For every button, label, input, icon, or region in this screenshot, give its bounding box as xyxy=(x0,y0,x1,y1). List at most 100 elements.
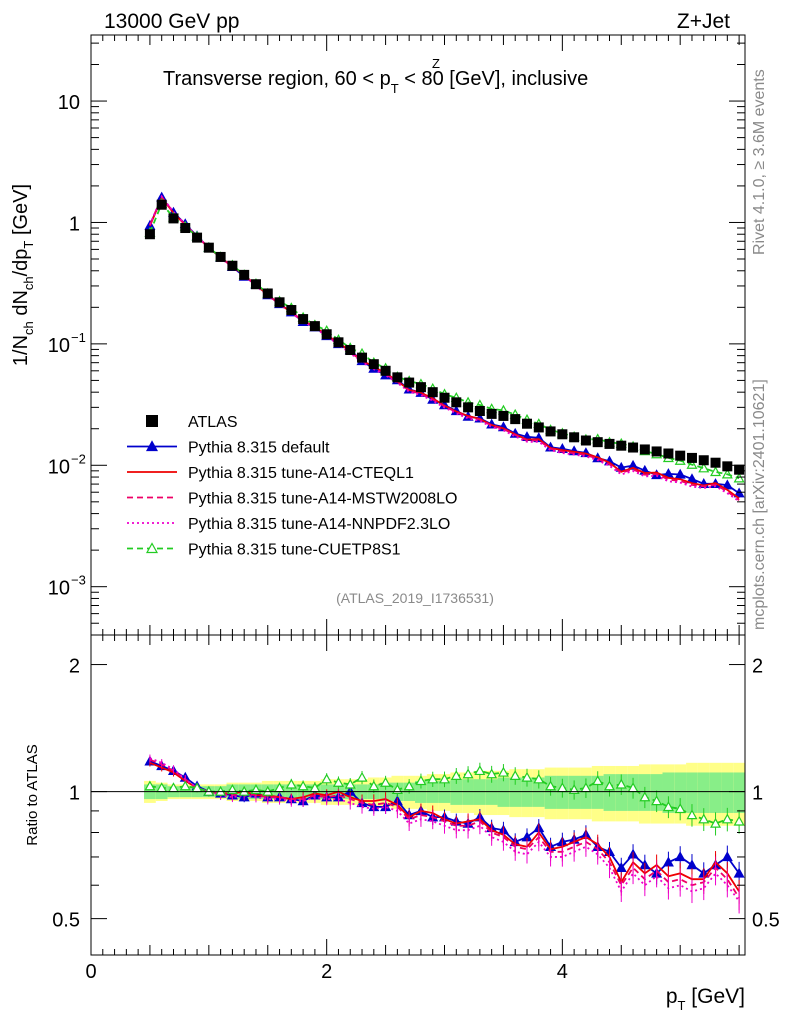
y-ratio-tick-label: 2 xyxy=(69,656,80,678)
ratio-point-cuetp8s1 xyxy=(615,778,627,789)
ratio-point-cuetp8s1 xyxy=(285,778,297,789)
atlas-point xyxy=(439,392,450,403)
ratio-band-inner xyxy=(686,772,698,813)
ratio-band-inner xyxy=(509,777,522,807)
ratio-band-inner xyxy=(674,772,687,813)
ratio-band-inner xyxy=(733,772,745,813)
atlas-point xyxy=(286,305,297,316)
mcplots-label: mcplots.cern.ch [arXiv:2401.10621] xyxy=(751,379,768,630)
atlas-point xyxy=(628,442,639,453)
atlas-point xyxy=(639,444,650,455)
atlas-point xyxy=(557,429,568,440)
ratio-point-cuetp8s1 xyxy=(450,770,462,780)
ratio-point-cuetp8s1 xyxy=(674,803,686,814)
y-ratio-tick-label: 1 xyxy=(69,783,80,805)
atlas-point xyxy=(686,452,697,463)
y-axis-label-main-text: 1/Nch dNch/dpT [GeV] xyxy=(10,184,36,366)
atlas-point xyxy=(333,337,344,348)
ratio-point-default xyxy=(674,851,686,862)
atlas-point xyxy=(451,397,462,408)
ratio-band-inner xyxy=(497,777,510,807)
legend-triangle-default xyxy=(145,440,159,452)
ratio-point-cuetp8s1 xyxy=(380,776,392,787)
y-main-tick-label: 1 xyxy=(69,213,80,235)
y-ratio-tick-label-right: 0.5 xyxy=(752,910,780,932)
ratio-point-cuetp8s1 xyxy=(603,780,616,791)
plot-title-post: < 80 [GeV], inclusive xyxy=(399,68,589,90)
axes-frames xyxy=(90,34,746,956)
ratio-point-cuetp8s1 xyxy=(474,765,486,776)
main-point-cuetp8s1 xyxy=(698,462,710,473)
atlas-point xyxy=(651,446,662,457)
ratio-point-cuetp8s1 xyxy=(733,815,745,826)
main-point-default xyxy=(721,479,733,490)
atlas-point xyxy=(569,432,580,443)
ratio-point-cuetp8s1 xyxy=(415,775,427,786)
ratio-point-cuetp8s1 xyxy=(344,778,356,789)
atlas-point xyxy=(357,352,368,363)
x-tick-label: 4 xyxy=(557,961,568,983)
atlas-point xyxy=(675,450,686,461)
atlas-point xyxy=(250,279,261,290)
legend-symbol-atlas xyxy=(146,415,158,427)
y-axis-label-ratio: Ratio to ATLAS xyxy=(24,744,41,845)
atlas-point xyxy=(321,329,332,340)
ratio-series-layer xyxy=(144,754,745,914)
atlas-point xyxy=(203,242,214,253)
atlas-point xyxy=(427,387,438,398)
ratio-point-cuetp8s1 xyxy=(144,780,156,791)
atlas-point xyxy=(380,365,391,376)
atlas-point xyxy=(486,408,497,419)
ratio-point-cuetp8s1 xyxy=(497,766,509,777)
ratio-point-cuetp8s1 xyxy=(427,773,439,784)
legend-triangle-cuetp8s1 xyxy=(145,542,159,554)
ratio-point-cuetp8s1 xyxy=(639,791,651,802)
atlas-point xyxy=(498,410,509,421)
atlas-point xyxy=(710,457,721,468)
atlas-point xyxy=(180,223,191,234)
atlas-point xyxy=(239,269,250,280)
atlas-point xyxy=(274,297,285,308)
x-axis-label: pT [GeV] xyxy=(666,985,745,1013)
x-tick-label: 0 xyxy=(85,961,96,983)
atlas-point xyxy=(368,359,379,370)
atlas-point xyxy=(227,260,238,271)
ratio-point-cuetp8s1 xyxy=(179,780,191,791)
atlas-point xyxy=(510,414,521,425)
y-axis-label-main: 1/Nch dNch/dpT [GeV] xyxy=(10,184,36,366)
ratio-point-cuetp8s1 xyxy=(368,780,380,791)
ratio-point-cuetp8s1 xyxy=(686,809,698,820)
ratio-point-default xyxy=(721,851,733,862)
atlas-point xyxy=(298,314,309,325)
atlas-point xyxy=(722,461,733,472)
ratio-point-default xyxy=(615,862,627,872)
y-main-tick-label: 10 xyxy=(48,335,70,357)
ratio-point-cuetp8s1 xyxy=(721,813,733,824)
atlas-point xyxy=(604,438,615,449)
ratio-point-cuetp8s1 xyxy=(356,771,368,782)
atlas-point xyxy=(616,440,627,451)
main-point-cuetp8s1 xyxy=(733,472,745,483)
plot-title: Transverse region, 60 < pT < 80 [GeV], i… xyxy=(163,68,588,96)
atlas-point xyxy=(144,229,155,240)
legend-label: Pythia 8.315 tune-CUETP8S1 xyxy=(188,542,401,559)
ratio-point-cuetp8s1 xyxy=(533,773,545,784)
plot-title-sup: Z xyxy=(432,56,440,71)
y-main-tick-exp: −2 xyxy=(71,451,86,466)
ratio-band-inner xyxy=(697,772,710,813)
ratio-band-inner xyxy=(709,772,722,813)
atlas-point xyxy=(192,232,203,243)
process-label: Z+Jet xyxy=(677,10,730,33)
atlas-point xyxy=(415,382,426,393)
y-ratio-tick-label-right: 1 xyxy=(752,783,763,805)
atlas-point xyxy=(734,464,745,475)
atlas-point xyxy=(463,402,474,413)
atlas-point xyxy=(698,455,709,466)
ratio-point-cuetp8s1 xyxy=(521,771,533,782)
ratio-point-cuetp8s1 xyxy=(710,817,722,828)
atlas-point xyxy=(545,426,556,437)
ratio-point-cuetp8s1 xyxy=(403,780,415,791)
ratio-point-cuetp8s1 xyxy=(321,773,333,784)
